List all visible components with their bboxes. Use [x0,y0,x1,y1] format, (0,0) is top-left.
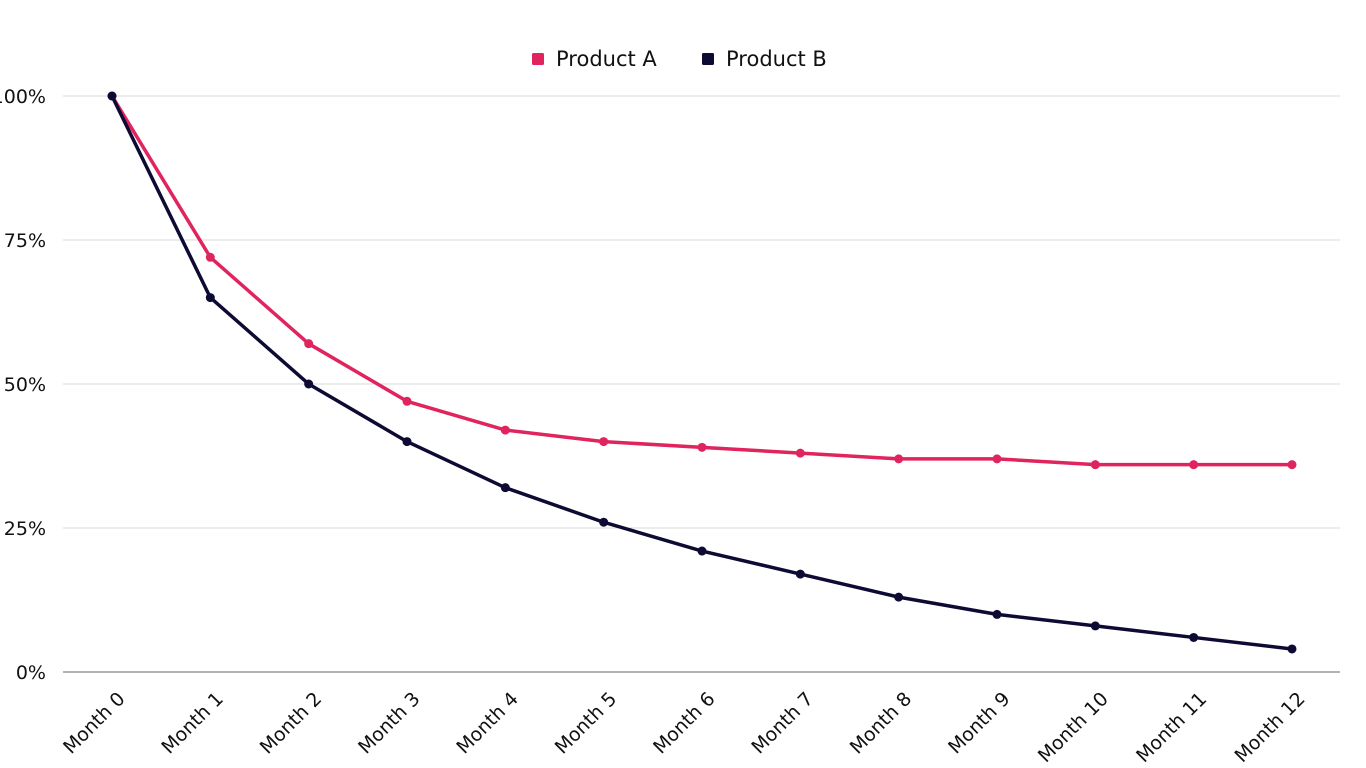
legend-item: Product A [532,47,657,71]
legend-label: Product B [726,47,827,71]
data-point [304,379,314,389]
data-point [697,546,707,556]
x-tick-label: Month 5 [551,688,621,758]
legend: Product A Product B [532,47,827,71]
x-tick-label: Month 0 [59,688,129,758]
x-tick-label: Month 10 [1034,688,1113,767]
data-point [402,396,412,406]
data-point [599,517,609,527]
y-tick-label: 25% [4,518,46,540]
y-axis-tick-labels: 0% 25% 50% 75% 100% [0,86,46,684]
y-tick-label: 75% [4,230,46,252]
data-point [992,454,1002,464]
data-point [894,592,904,602]
y-tick-label: 100% [0,86,46,108]
data-point [500,483,510,493]
x-tick-label: Month 11 [1132,688,1211,767]
series-line [110,94,1294,651]
data-point [205,252,215,262]
x-tick-label: Month 3 [354,688,424,758]
legend-item: Product B [702,47,827,71]
gridlines [63,95,1340,673]
x-axis-tick-labels: Month 0 Month 1 Month 2 Month 3 Month 4 Month… [59,688,1309,767]
series-product-b [107,91,1297,654]
data-point [1090,460,1100,470]
series-group [107,91,1297,654]
data-point [992,609,1002,619]
y-tick-label: 50% [4,374,46,396]
data-point [205,293,215,303]
data-point [304,339,314,349]
x-tick-label: Month 8 [846,688,916,758]
data-point [1189,460,1199,470]
data-point [894,454,904,464]
legend-swatch [532,53,544,65]
data-point [697,442,707,452]
data-point [795,448,805,458]
x-tick-label: Month 6 [649,688,719,758]
legend-label: Product A [556,47,657,71]
data-point [107,91,117,101]
series-line [110,94,1294,467]
data-point [1287,460,1297,470]
x-tick-label: Month 7 [747,688,817,758]
data-point [1189,632,1199,642]
y-tick-label: 0% [16,662,46,684]
data-point [599,437,609,447]
x-tick-label: Month 12 [1230,688,1309,767]
x-tick-label: Month 4 [452,688,522,758]
data-point [1287,644,1297,654]
x-tick-label: Month 9 [944,688,1014,758]
x-tick-label: Month 2 [256,688,326,758]
data-point [1090,621,1100,631]
data-point [500,425,510,435]
data-point [795,569,805,579]
legend-swatch [702,53,714,65]
x-tick-label: Month 1 [157,688,227,758]
series-product-a [107,91,1297,470]
data-point [402,437,412,447]
